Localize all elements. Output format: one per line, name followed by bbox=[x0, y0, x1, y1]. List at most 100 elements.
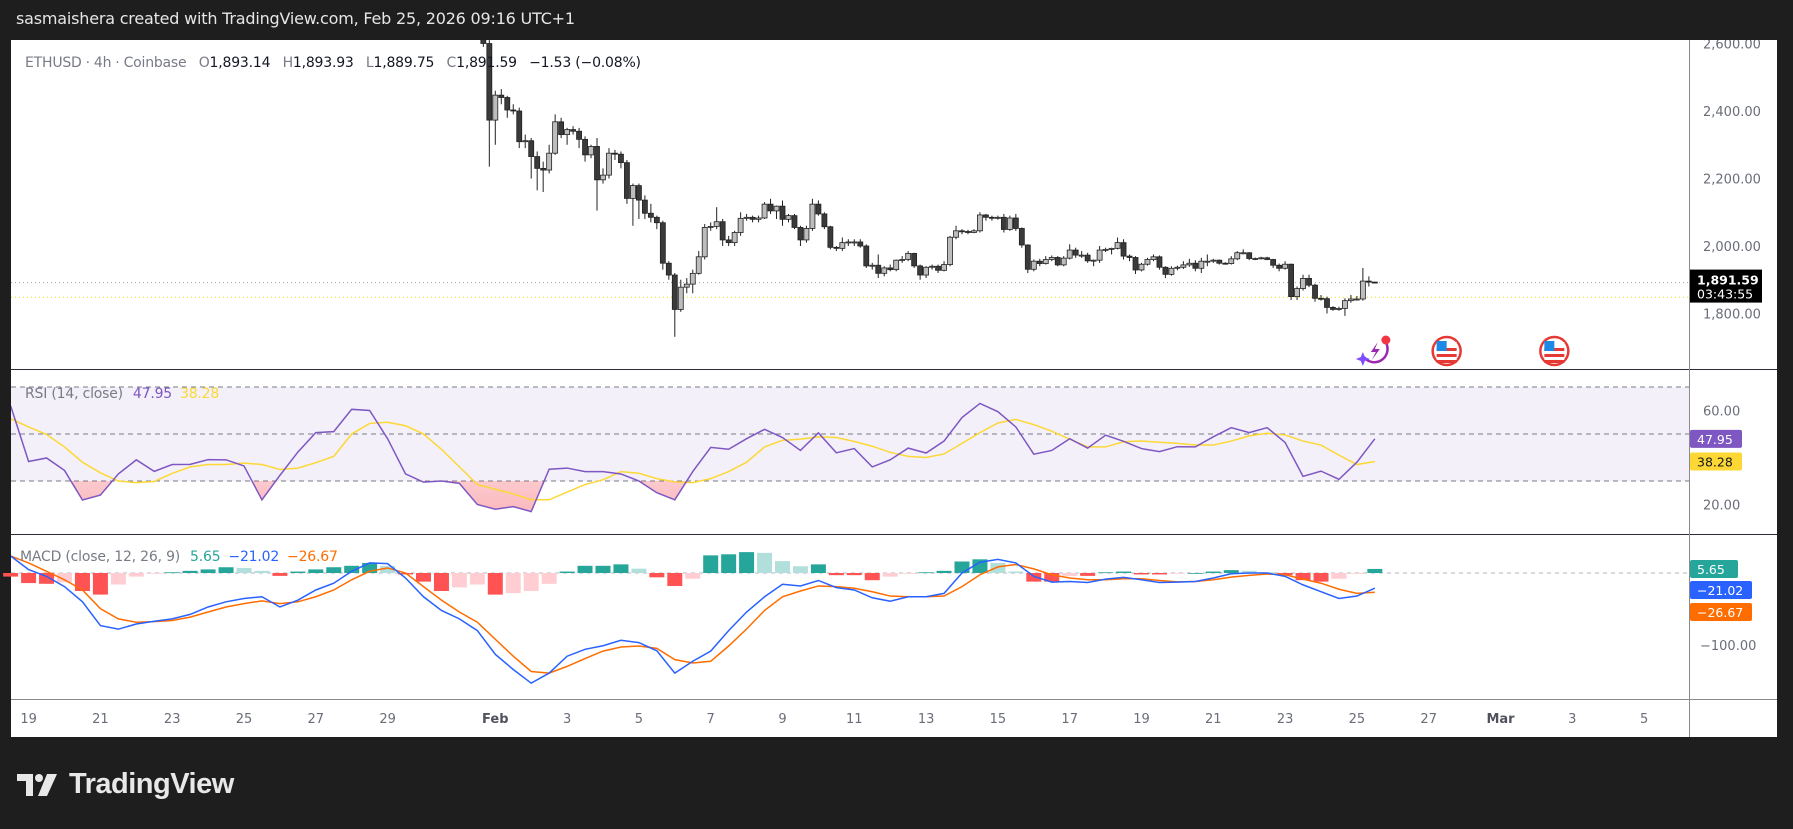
candle[interactable] bbox=[510, 104, 517, 115]
candle[interactable] bbox=[797, 225, 804, 246]
candle[interactable] bbox=[701, 224, 708, 260]
candle[interactable] bbox=[480, 3, 487, 47]
candle[interactable] bbox=[1066, 244, 1073, 260]
candle[interactable] bbox=[534, 151, 541, 191]
candle[interactable] bbox=[779, 200, 786, 226]
candle[interactable] bbox=[1156, 255, 1163, 270]
candle[interactable] bbox=[1078, 251, 1085, 258]
macd-line[interactable] bbox=[11, 555, 1376, 685]
candle[interactable] bbox=[959, 229, 965, 235]
candle[interactable] bbox=[528, 138, 535, 179]
candle[interactable] bbox=[719, 219, 726, 246]
candle[interactable] bbox=[869, 262, 876, 270]
candle[interactable] bbox=[1198, 257, 1205, 273]
candle[interactable] bbox=[1042, 256, 1049, 265]
rsi-line[interactable] bbox=[11, 402, 1376, 513]
candle[interactable] bbox=[1222, 262, 1229, 265]
candle[interactable] bbox=[1252, 257, 1259, 261]
candle[interactable] bbox=[1114, 237, 1121, 250]
candle[interactable] bbox=[827, 225, 834, 250]
symbol-name[interactable]: ETHUSD bbox=[25, 55, 82, 71]
candle[interactable] bbox=[911, 252, 918, 268]
candle[interactable] bbox=[965, 229, 971, 235]
candle[interactable] bbox=[486, 40, 493, 167]
candle[interactable] bbox=[612, 149, 618, 160]
candle[interactable] bbox=[773, 205, 780, 220]
candle[interactable] bbox=[641, 195, 648, 219]
macd-legend-name[interactable]: MACD (close, 12, 26, 9) bbox=[20, 549, 181, 565]
candle[interactable] bbox=[809, 198, 816, 231]
candle[interactable] bbox=[1108, 247, 1115, 255]
candle[interactable] bbox=[516, 107, 523, 149]
candle[interactable] bbox=[1336, 306, 1342, 311]
candle[interactable] bbox=[1318, 294, 1324, 301]
candle[interactable] bbox=[624, 159, 630, 204]
candle[interactable] bbox=[845, 239, 852, 246]
candle[interactable] bbox=[1024, 244, 1031, 273]
lightning-sparkle-icon[interactable] bbox=[1355, 335, 1391, 367]
price-pane[interactable] bbox=[11, 3, 1689, 337]
candle[interactable] bbox=[1246, 252, 1253, 261]
candle[interactable] bbox=[1186, 258, 1193, 267]
candle[interactable] bbox=[833, 246, 840, 252]
candle[interactable] bbox=[1228, 256, 1235, 265]
candle[interactable] bbox=[971, 229, 977, 234]
candle[interactable] bbox=[659, 220, 666, 270]
candle[interactable] bbox=[1168, 266, 1175, 276]
candle[interactable] bbox=[893, 259, 900, 272]
candle[interactable] bbox=[749, 215, 756, 223]
macd-signal-line[interactable] bbox=[11, 555, 1375, 674]
candle[interactable] bbox=[1174, 265, 1181, 271]
candle[interactable] bbox=[552, 114, 559, 155]
candle[interactable] bbox=[1120, 239, 1127, 260]
candle[interactable] bbox=[791, 213, 798, 230]
candle[interactable] bbox=[989, 215, 995, 221]
candle[interactable] bbox=[1162, 266, 1169, 279]
candle[interactable] bbox=[1234, 251, 1241, 261]
candle[interactable] bbox=[1132, 256, 1139, 275]
candle[interactable] bbox=[1330, 306, 1336, 311]
candle[interactable] bbox=[737, 212, 744, 236]
candle[interactable] bbox=[1006, 215, 1013, 231]
candle[interactable] bbox=[1138, 262, 1145, 272]
candle[interactable] bbox=[1282, 261, 1288, 270]
candle[interactable] bbox=[1204, 254, 1211, 267]
candle[interactable] bbox=[941, 261, 947, 272]
candle[interactable] bbox=[863, 244, 870, 268]
candle[interactable] bbox=[1371, 281, 1378, 284]
candle[interactable] bbox=[1096, 246, 1103, 263]
candle[interactable] bbox=[689, 269, 696, 294]
candle[interactable] bbox=[570, 126, 576, 135]
event-markers[interactable] bbox=[1355, 335, 1570, 367]
candle[interactable] bbox=[498, 89, 505, 105]
candle[interactable] bbox=[899, 256, 906, 263]
candle[interactable] bbox=[1288, 263, 1294, 300]
candle[interactable] bbox=[564, 127, 570, 145]
candle[interactable] bbox=[785, 213, 792, 223]
candle[interactable] bbox=[713, 207, 720, 230]
candle[interactable] bbox=[630, 183, 636, 226]
candle[interactable] bbox=[588, 144, 594, 159]
candle[interactable] bbox=[887, 264, 894, 272]
candle[interactable] bbox=[1276, 263, 1283, 272]
candle[interactable] bbox=[576, 127, 582, 149]
candle[interactable] bbox=[1365, 276, 1372, 287]
candle[interactable] bbox=[1354, 295, 1360, 301]
candle[interactable] bbox=[1180, 261, 1187, 269]
candle[interactable] bbox=[1258, 256, 1265, 260]
candle[interactable] bbox=[1030, 259, 1037, 272]
candle[interactable] bbox=[665, 261, 672, 280]
candle[interactable] bbox=[905, 251, 912, 262]
candle[interactable] bbox=[1036, 258, 1043, 267]
candle[interactable] bbox=[803, 225, 810, 243]
candle[interactable] bbox=[522, 134, 529, 149]
chart-area[interactable] bbox=[11, 40, 1777, 737]
candle[interactable] bbox=[1126, 254, 1133, 262]
candle[interactable] bbox=[953, 225, 959, 240]
candle[interactable] bbox=[821, 212, 828, 230]
us-flag-icon[interactable] bbox=[1539, 335, 1570, 367]
candle[interactable] bbox=[1084, 252, 1091, 263]
candle[interactable] bbox=[935, 264, 941, 273]
candle[interactable] bbox=[1054, 256, 1061, 267]
